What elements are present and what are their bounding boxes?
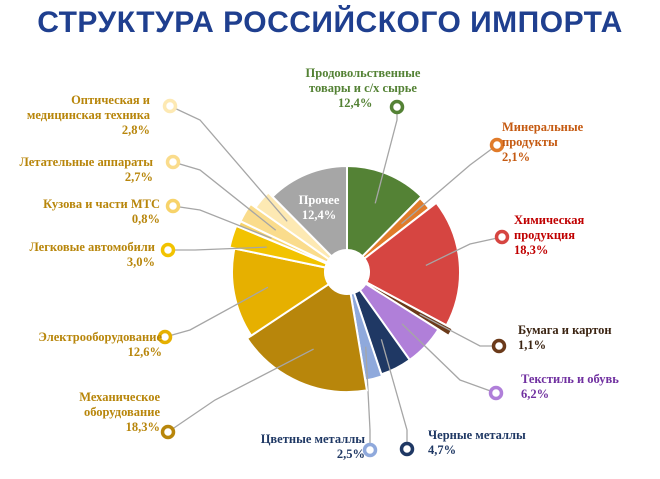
slice-label: Текстиль и обувь 6,2% (521, 372, 641, 402)
slice-value: 6,2% (521, 387, 550, 401)
leader-line (401, 323, 497, 394)
slice-label-text: Черные металлы (428, 428, 526, 442)
chart-title: СТРУКТУРА РОССИЙСКОГО ИМПОРТА (37, 6, 623, 39)
slice-label-text: продукты (502, 135, 558, 149)
slice-label-text: Продовольственные (305, 66, 421, 80)
slice-label-text: Химическая (514, 213, 585, 227)
label-marker (165, 154, 181, 170)
slice-label-text: товары и с/х сырье (309, 81, 417, 95)
slice-value: 0,8% (131, 212, 160, 226)
label-marker (362, 442, 378, 458)
label-marker (162, 98, 178, 114)
label-marker (489, 137, 505, 153)
slice-label-text: продукция (514, 228, 575, 242)
slice-label-text: оборудование (83, 405, 160, 419)
slice-value: 18,3% (125, 420, 160, 434)
slice-label-text: Прочее (298, 193, 340, 207)
pie-center-hole (325, 250, 369, 294)
slice-value: 2,1% (502, 150, 531, 164)
slice-value: 2,5% (336, 447, 365, 461)
leader-line (425, 236, 503, 267)
slice-label: Черные металлы 4,7% (428, 428, 558, 458)
slice-value: 12,6% (127, 345, 162, 359)
label-marker (491, 338, 507, 354)
label-marker (160, 424, 176, 440)
label-marker (389, 99, 405, 115)
leader-line (167, 348, 314, 433)
slice-label: Бумага и картон 1,1% (518, 323, 638, 353)
slice-label-text: Летательные аппараты (19, 155, 153, 169)
slice-value: 1,1% (518, 338, 547, 352)
slice-label-text: Легковые автомобили (29, 240, 155, 254)
slice-value: 2,8% (121, 123, 150, 137)
slice-label: Оптическая и медицинская техника 2,8% (10, 93, 150, 138)
label-marker (399, 441, 415, 457)
label-marker (165, 198, 181, 214)
slice-value: 12,4% (301, 208, 337, 222)
slice-label: Легковые автомобили 3,0% (10, 240, 155, 270)
slice-label: Прочее 12,4% (284, 193, 354, 223)
slice-label: Электрооборудование 12,6% (12, 330, 162, 360)
leader-line (172, 161, 277, 231)
slice-value: 3,0% (126, 255, 155, 269)
leader-line (169, 105, 288, 222)
slice-label-text: Текстиль и обувь (521, 372, 619, 386)
slice-label: Химическая продукция 18,3% (514, 213, 629, 258)
slice-value: 4,7% (428, 443, 457, 457)
slice-label: Цветные металлы 2,5% (235, 432, 365, 462)
leader-line (168, 246, 267, 251)
slice-label: Продовольственные товары и с/х сырье 12,4% (268, 66, 458, 111)
slice-label-text: Цветные металлы (260, 432, 365, 446)
label-marker (160, 242, 176, 258)
label-marker (488, 385, 504, 401)
slice-value: 12,4% (338, 96, 373, 110)
slice-label-text: Механическое (79, 390, 160, 404)
slice-label-text: Электрооборудование (38, 330, 162, 344)
slice-label-text: Кузова и части МТС (43, 197, 160, 211)
slice-label-text: медицинская техника (26, 108, 150, 122)
leader-line (401, 144, 498, 225)
label-marker (494, 229, 510, 245)
leader-line (172, 205, 272, 239)
slice-label: Механическое оборудование 18,3% (20, 390, 160, 435)
slice-value: 18,3% (514, 243, 549, 257)
leader-line (164, 286, 269, 338)
slice-label-text: Минеральные (502, 120, 584, 134)
slice-label-text: Оптическая и (71, 93, 150, 107)
slice-label-text: Бумага и картон (518, 323, 612, 337)
slice-value: 2,7% (124, 170, 153, 184)
label-marker (157, 329, 173, 345)
slice-label: Летательные аппараты 2,7% (5, 155, 153, 185)
slice-label: Минеральные продукты 2,1% (502, 120, 612, 165)
slice-label: Кузова и части МТС 0,8% (10, 197, 160, 227)
